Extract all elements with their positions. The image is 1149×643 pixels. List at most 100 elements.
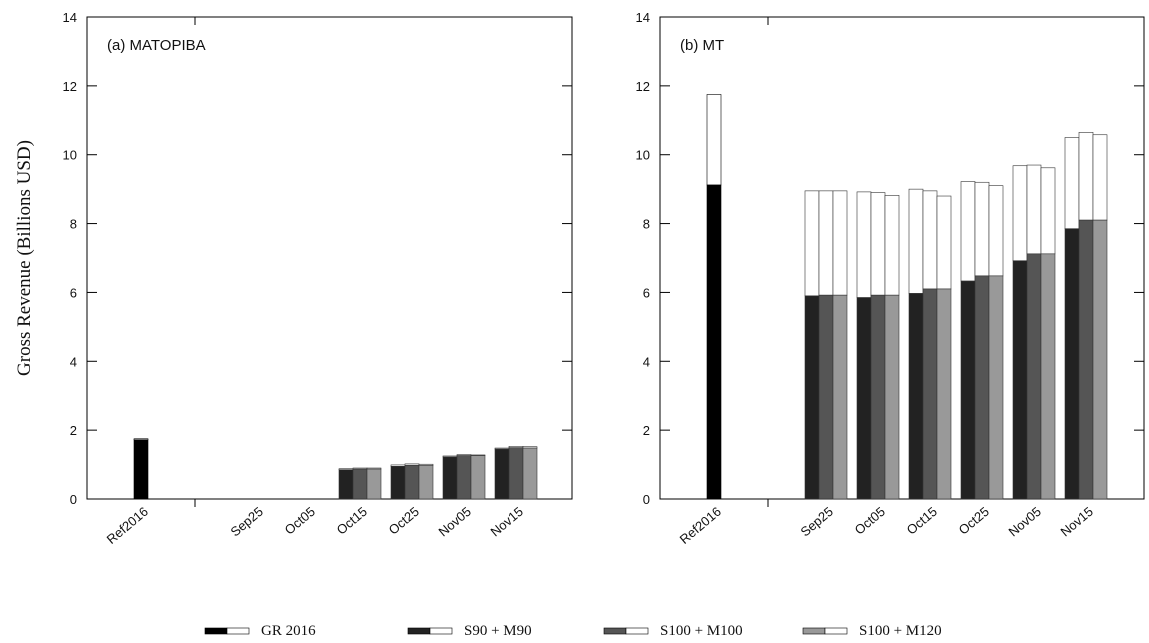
bar-oct15-s0 [908, 293, 924, 500]
y-tick-label: 2 [643, 423, 650, 438]
panel-title: (a) MATOPIBA [107, 37, 206, 54]
bar-nov15-s1-upper [1078, 132, 1094, 221]
bar-sep25-s0-upper [804, 190, 820, 297]
y-tick-label: 14 [63, 10, 77, 25]
bar-oct15-s2 [936, 288, 952, 500]
y-tick-label: 8 [643, 217, 650, 232]
bar-nov05-s1-upper [1026, 164, 1042, 255]
panel-b: 0 2 4 6 8 10 12 14 (b) MT Ref2016 Sep25 Oct05 Oct15 O… [636, 10, 1145, 547]
y-tick-label: 10 [63, 148, 77, 163]
bar-oct05-s1 [870, 294, 886, 500]
legend-swatch-upper [625, 627, 649, 635]
bar-nov15-s2 [522, 447, 538, 500]
bar-nov15-s1 [508, 447, 524, 500]
y-tick-label: 12 [63, 79, 77, 94]
bar-nov05-s2-upper [1040, 167, 1056, 255]
legend: GR 2016 S90 + M90 S100 + M100 S100 + M120 [204, 623, 942, 639]
bar-oct25-s2 [418, 464, 434, 500]
bar-nov15-s2-upper [1092, 134, 1108, 221]
x-tick-label-nov15: Nov15 [488, 504, 526, 540]
bar-oct15-s1 [922, 288, 938, 500]
bar-oct25-s1 [404, 464, 420, 500]
legend-swatch-upper [226, 627, 250, 635]
y-axis-label: Gross Revenue (Billions USD) [14, 140, 35, 376]
bar-oct25-s2-upper [988, 185, 1004, 277]
bar-oct05-s1-upper [870, 192, 886, 296]
chart-panels: 0 2 4 6 8 10 12 14 (a) MATOPIBA Ref2016 Sep25 Oct05… [63, 10, 1145, 547]
x-tick-label-oct15: Oct15 [904, 504, 940, 538]
legend-label: S100 + M120 [859, 623, 942, 639]
bar-nov15-s0-upper [1064, 137, 1080, 230]
legend-label: GR 2016 [261, 623, 316, 639]
legend-swatch [204, 627, 228, 635]
x-tick-label-oct05: Oct05 [852, 504, 888, 538]
bar-oct15-s0 [338, 469, 354, 500]
x-tick-label-oct15: Oct15 [334, 504, 370, 538]
y-tick-label: 6 [70, 285, 77, 300]
bar-nov05-s1 [1026, 253, 1042, 500]
bar-nov05-s1 [456, 455, 472, 500]
x-tick-label-sep25: Sep25 [227, 504, 265, 540]
y-tick-label: 14 [636, 10, 650, 25]
bar-nov05-s0 [442, 456, 458, 500]
bar-nov15-s0 [494, 448, 510, 500]
bar-nov05-s0-upper [1012, 165, 1028, 262]
bar-sep25-s2-upper [832, 190, 848, 296]
legend-label: S90 + M90 [464, 623, 532, 639]
x-tick-label-nov15: Nov15 [1058, 504, 1096, 540]
y-tick-label: 0 [643, 492, 650, 507]
legend-swatch [407, 627, 431, 635]
y-tick-label: 6 [643, 285, 650, 300]
bar-oct25-s2 [988, 275, 1004, 500]
bar-oct05-s2 [884, 294, 900, 500]
panel-a: 0 2 4 6 8 10 12 14 (a) MATOPIBA Ref2016 Sep25 Oct05… [63, 10, 573, 547]
plot-frame [659, 16, 1145, 500]
bar-oct15-s2-upper [936, 195, 952, 290]
bar-oct25-s0-upper [960, 181, 976, 282]
y-tick-label: 10 [636, 148, 650, 163]
x-tick-label-oct25: Oct25 [386, 504, 422, 538]
panel-title: (b) MT [680, 37, 724, 54]
bar-oct05-s0 [856, 297, 872, 500]
bar-nov05-s2 [1040, 253, 1056, 500]
legend-item: S100 + M100 [603, 623, 743, 639]
legend-swatch [603, 627, 627, 635]
bar-nov15-s1 [1078, 219, 1094, 500]
bar-oct15-s1 [352, 468, 368, 500]
y-tick-label: 2 [70, 423, 77, 438]
bar-oct25-s0 [960, 280, 976, 500]
bar-sep25-s1-upper [818, 190, 834, 296]
bar-oct15-s1-upper [922, 190, 938, 290]
x-tick-label-nov05: Nov05 [436, 504, 474, 540]
x-tick-label-nov05: Nov05 [1006, 504, 1044, 540]
bar-nov05-s0 [1012, 260, 1028, 500]
bar-ref2016 [706, 184, 722, 500]
bar-sep25-s0 [804, 295, 820, 500]
bar-oct25-s1 [974, 275, 990, 500]
legend-item: GR 2016 [204, 623, 316, 639]
bar-sep25-s1 [818, 294, 834, 500]
bar-ref2016 [133, 439, 149, 500]
y-tick-label: 0 [70, 492, 77, 507]
y-tick-label: 12 [636, 79, 650, 94]
plot-frame [86, 16, 573, 500]
bar-oct25-s1-upper [974, 181, 990, 277]
bar-ref2016-upper [706, 94, 722, 186]
bar-oct05-s0-upper [856, 191, 872, 298]
y-tick-label: 4 [70, 354, 77, 369]
legend-swatch [802, 627, 826, 635]
bar-oct15-s2 [366, 468, 382, 500]
legend-label: S100 + M100 [660, 623, 743, 639]
legend-swatch-upper [429, 627, 453, 635]
bar-oct15-s0-upper [908, 188, 924, 294]
bar-nov15-s0 [1064, 228, 1080, 500]
legend-swatch-upper [824, 627, 848, 635]
legend-item: S90 + M90 [407, 623, 532, 639]
x-tick-label-ref2016: Ref2016 [104, 504, 151, 547]
y-tick-label: 8 [70, 217, 77, 232]
x-tick-label-ref2016: Ref2016 [677, 504, 724, 547]
x-tick-label-oct05: Oct05 [282, 504, 318, 538]
x-tick-label-sep25: Sep25 [797, 504, 835, 540]
legend-item: S100 + M120 [802, 623, 942, 639]
